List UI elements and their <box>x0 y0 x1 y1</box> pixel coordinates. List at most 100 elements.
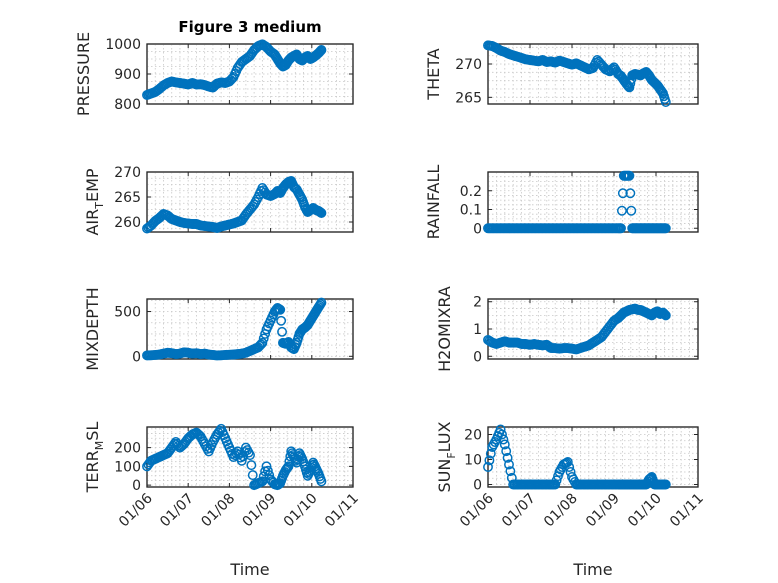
y-tick-label: 265 <box>455 90 482 106</box>
x-tick-label: 01/06 <box>457 490 497 530</box>
y-axis-label: MIXDEPTH <box>83 287 102 370</box>
data-point <box>562 457 573 467</box>
x-tick-label: 01/09 <box>240 491 280 531</box>
data-point <box>314 47 325 57</box>
data-point <box>245 450 255 461</box>
subplot-8: 0 10 20 01/06 01/07 01/08 01/09 01/10 01/11 SUNFL… <box>435 421 707 579</box>
y-tick-label: 270 <box>114 165 141 181</box>
y-tick-label: 0.1 <box>460 203 482 219</box>
data-point <box>505 466 516 477</box>
data-point <box>497 429 507 440</box>
y-tick-label: 1000 <box>105 37 141 53</box>
y-tick-label: 10 <box>464 453 482 469</box>
data-point <box>625 188 636 199</box>
chart-title: Figure 3 medium <box>178 18 321 36</box>
data-point <box>626 205 637 216</box>
y-tick-label: 200 <box>114 441 141 457</box>
x-tick-label: 01/11 <box>667 491 707 531</box>
data-point <box>660 97 671 107</box>
data-point <box>262 465 273 476</box>
x-tick-label: 01/10 <box>625 491 665 531</box>
data-point <box>659 309 670 320</box>
y-tick-label: 0 <box>132 478 141 494</box>
data-point <box>501 446 512 457</box>
x-tick-label: 01/08 <box>541 491 581 531</box>
data-point <box>660 479 671 490</box>
y-tick-label: 0.2 <box>460 184 482 200</box>
y-tick-label: 800 <box>114 97 141 113</box>
data-point <box>502 452 513 463</box>
axes-frame <box>146 171 354 233</box>
data-point <box>276 315 287 326</box>
axes-frame <box>146 298 354 360</box>
x-tick-label: 01/09 <box>583 491 623 531</box>
data-point <box>550 479 561 490</box>
data-point <box>258 333 269 344</box>
y-tick-label: 1 <box>473 322 482 338</box>
x-tick-label: 01/06 <box>116 490 156 530</box>
x-axis-label: Time <box>572 560 612 579</box>
data-point <box>246 460 257 471</box>
data-point <box>275 304 286 315</box>
data-point <box>624 170 635 181</box>
y-axis-label: THETA <box>424 48 443 100</box>
data-point <box>658 307 668 318</box>
y-tick-label: 500 <box>114 305 141 321</box>
data-point <box>644 474 654 485</box>
data-point <box>499 439 510 450</box>
data-point <box>660 310 671 321</box>
subplot-7: 0 100 200 01/06 01/07 01/08 01/09 01/10 01/11 TER… <box>83 422 362 579</box>
data-point <box>498 434 509 445</box>
subplot-4: 0 0.1 0.2 RAINFALL <box>424 165 699 240</box>
data-point <box>660 223 671 234</box>
data-point <box>257 337 268 348</box>
data-point <box>658 308 669 319</box>
data-point <box>313 48 324 58</box>
y-tick-label: 900 <box>114 67 141 83</box>
y-tick-label: 2 <box>473 295 482 311</box>
y-axis-label: RAINFALL <box>424 165 443 240</box>
data-point <box>316 476 327 487</box>
data-point <box>256 339 266 350</box>
data-point <box>316 297 327 308</box>
data-point <box>239 447 250 457</box>
y-tick-label: 0 <box>473 221 482 237</box>
x-tick-label: 01/07 <box>157 491 197 531</box>
y-axis-label: SUNFLUX <box>435 421 458 492</box>
y-tick-label: 20 <box>464 428 482 444</box>
y-axis-label: PRESSURE <box>74 32 93 116</box>
data-point <box>564 462 575 472</box>
data-point <box>616 205 627 216</box>
axes-box <box>487 171 699 233</box>
x-axis-label: Time <box>229 560 269 579</box>
subplot-2: 265 270 THETA <box>424 40 699 107</box>
y-tick-label: 0 <box>473 478 482 494</box>
y-axis-label: H2OMIXRA <box>435 286 454 372</box>
data-point <box>315 46 326 56</box>
data-point <box>261 461 272 472</box>
y-tick-label: 0 <box>132 349 141 365</box>
data-point <box>254 340 265 351</box>
subplot-6: 0 1 2 H2OMIXRA <box>435 286 699 372</box>
axes-frame <box>487 43 699 105</box>
data-point <box>264 470 275 481</box>
data-point <box>316 208 327 218</box>
data-point <box>485 448 496 459</box>
y-axis-label: TERRMSL <box>83 422 106 494</box>
data-point <box>277 326 287 337</box>
y-tick-label: 0 <box>473 349 482 365</box>
data-point <box>283 461 294 472</box>
data-point <box>316 45 327 55</box>
data-point <box>617 188 628 199</box>
x-tick-label: 01/10 <box>281 491 321 531</box>
x-tick-label: 01/11 <box>322 491 362 531</box>
subplot-5: 0 500 MIXDEPTH <box>83 287 354 371</box>
y-tick-label: 100 <box>114 459 141 475</box>
data-point <box>551 475 562 486</box>
x-tick-label: 01/07 <box>499 491 539 531</box>
data-point <box>616 223 626 234</box>
subplot-1: 800 900 1000 PRESSURE Figure 3 medium <box>74 18 354 116</box>
axes-box <box>487 426 699 488</box>
subplot-3: 260 265 270 AIRTEMP <box>83 165 354 236</box>
